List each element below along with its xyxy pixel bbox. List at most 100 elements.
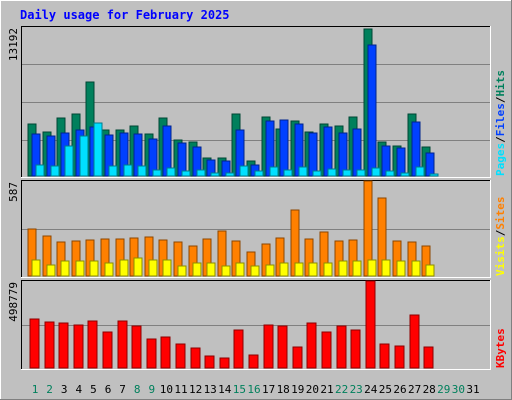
panel-kbytes-bar-kbytes-day-10 — [160, 336, 171, 369]
panel-hits-files-pages-bar-pages-day-9 — [152, 169, 162, 177]
panel-kbytes-bar-kbytes-day-14 — [219, 357, 230, 369]
panel-kbytes-y-max-label: 498779 — [7, 282, 20, 322]
panel-hits-files-pages-bar-pages-day-6 — [108, 165, 118, 177]
panel-hits-files-pages-bar-pages-day-21 — [327, 168, 337, 177]
panel-sites-visits-bar-visits-day-25 — [381, 259, 391, 277]
panel-hits-files-pages-legend-separator: / — [494, 136, 507, 143]
panel-hits-files-pages-bar-pages-day-7 — [123, 164, 133, 177]
panel-hits-files-pages-legend-separator: / — [494, 96, 507, 103]
panel-kbytes-bar-kbytes-day-3 — [58, 322, 69, 369]
day-label-13: 13 — [204, 383, 217, 396]
panel-sites-visits-bar-visits-day-10 — [162, 259, 172, 277]
panel-sites-visits-bar-visits-day-13 — [206, 262, 216, 277]
panel-kbytes-bar-kbytes-day-2 — [44, 321, 55, 369]
x-axis-day-labels: 1 2 3 4 5 6 7 8 9 10 11 12 13 14 15 16 17 18 19 20 21 22 23 24 2… — [32, 383, 480, 396]
panel-hits-files-pages-y-max-label: 13192 — [7, 28, 20, 61]
day-label-21: 21 — [320, 383, 333, 396]
panel-sites-visits-legend: Visits/Sites — [494, 197, 507, 277]
panel-hits-files-pages-bar-files-day-26 — [396, 147, 406, 177]
panel-hits-files-pages-legend-pages: Pages — [494, 143, 507, 176]
panel-hits-files-pages-legend: Pages/Files/Hits — [494, 70, 507, 176]
panel-sites-visits-bar-visits-day-22 — [338, 260, 348, 277]
panel-sites-visits-bar-visits-day-20 — [308, 262, 318, 277]
day-label-29: 29 — [437, 383, 450, 396]
panel-sites-visits-bar-visits-day-27 — [411, 260, 421, 277]
panel-kbytes-bar-kbytes-day-7 — [117, 320, 128, 369]
panel-sites-visits-bar-visits-day-21 — [323, 262, 333, 277]
day-label-5: 5 — [90, 383, 97, 396]
day-label-26: 26 — [393, 383, 406, 396]
panel-kbytes-bar-kbytes-day-28 — [423, 346, 434, 369]
panel-hits-files-pages-bar-pages-day-16 — [254, 170, 264, 177]
panel-sites-visits-bar-visits-day-15 — [235, 262, 245, 277]
panel-hits-files-pages-bar-pages-day-28 — [429, 173, 439, 177]
panel-sites-visits-bar-visits-day-17 — [265, 264, 275, 277]
panel-kbytes-legend-kbytes: KBytes — [494, 328, 507, 368]
day-label-6: 6 — [105, 383, 112, 396]
day-label-2: 2 — [46, 383, 53, 396]
panel-sites-visits-y-max-label: 587 — [7, 182, 20, 202]
panel-sites-visits-bar-visits-day-3 — [60, 260, 70, 277]
panel-kbytes-bar-kbytes-day-25 — [379, 343, 390, 369]
panel-hits-files-pages-legend-text: Pages/Files/Hits — [494, 70, 507, 176]
chart-title: Daily usage for February 2025 — [20, 8, 230, 22]
panel-hits-files-pages-bar-pages-day-25 — [385, 170, 395, 177]
day-label-4: 4 — [75, 383, 82, 396]
panel-sites-visits-bar-visits-day-1 — [31, 259, 41, 277]
panel-sites-visits-bar-visits-day-11 — [177, 265, 187, 277]
panel-hits-files-pages-bar-pages-day-3 — [64, 145, 74, 177]
panel-sites-visits-bar-visits-day-9 — [148, 259, 158, 277]
panel-sites-visits-legend-visits: Visits — [494, 236, 507, 276]
panel-kbytes-bar-kbytes-day-22 — [336, 325, 347, 369]
panel-kbytes-bar-kbytes-day-1 — [29, 318, 40, 369]
panel-kbytes-bar-kbytes-day-9 — [146, 338, 157, 369]
day-label-27: 27 — [408, 383, 421, 396]
panel-sites-visits-bar-visits-day-26 — [396, 260, 406, 277]
panel-hits-files-pages-bar-files-day-24 — [367, 44, 377, 177]
panel-kbytes-bar-kbytes-day-26 — [394, 345, 405, 369]
panel-sites-visits-bar-visits-day-6 — [104, 262, 114, 277]
panel-hits-files-pages-bar-pages-day-27 — [415, 166, 425, 177]
panel-sites-visits-bar-visits-day-23 — [352, 260, 362, 277]
day-label-1: 1 — [32, 383, 39, 396]
panel-hits-files-pages-bar-pages-day-10 — [166, 167, 176, 177]
panel-sites-visits-bar-visits-day-28 — [425, 264, 435, 277]
day-label-28: 28 — [423, 383, 436, 396]
day-label-20: 20 — [306, 383, 319, 396]
day-label-11: 11 — [174, 383, 187, 396]
panel-sites-visits-bar-visits-day-19 — [294, 262, 304, 277]
day-label-22: 22 — [335, 383, 348, 396]
panel-kbytes-bar-kbytes-day-6 — [102, 331, 113, 369]
day-label-18: 18 — [277, 383, 290, 396]
panel-kbytes-bar-kbytes-day-20 — [306, 322, 317, 369]
panel-sites-visits-bar-visits-day-5 — [89, 260, 99, 277]
panel-hits-files-pages-bar-files-day-23 — [352, 128, 362, 177]
panel-hits-files-pages-bar-pages-day-24 — [371, 167, 381, 177]
panel-hits-files-pages-bar-pages-day-23 — [356, 169, 366, 177]
panel-hits-files-pages-bar-pages-day-2 — [50, 165, 60, 177]
panel-hits-files-pages-bar-files-day-18 — [279, 119, 289, 177]
panel-hits-files-pages-legend-files: Files — [494, 103, 507, 136]
day-label-23: 23 — [350, 383, 363, 396]
panel-sites-visits-legend-sites: Sites — [494, 197, 507, 230]
day-label-7: 7 — [119, 383, 126, 396]
panel-hits-files-pages-bar-pages-day-13 — [210, 172, 220, 177]
panel-sites-visits-legend-text: Visits/Sites — [494, 197, 507, 277]
panel-kbytes-bar-kbytes-day-5 — [87, 320, 98, 369]
panel-hits-files-pages-bar-pages-day-4 — [79, 135, 89, 177]
day-label-12: 12 — [189, 383, 202, 396]
panel-kbytes-bar-kbytes-day-16 — [248, 354, 259, 369]
panel-kbytes-bar-kbytes-day-17 — [263, 324, 274, 369]
day-label-19: 19 — [291, 383, 304, 396]
panel-hits-files-pages-bar-pages-day-22 — [342, 169, 352, 177]
panel-kbytes-bar-kbytes-day-24 — [365, 280, 376, 369]
panel-kbytes-bar-kbytes-day-13 — [204, 355, 215, 369]
day-label-24: 24 — [364, 383, 378, 396]
day-label-31: 31 — [466, 383, 479, 396]
panel-kbytes-bar-kbytes-day-18 — [277, 325, 288, 369]
panel-hits-files-pages-bar-pages-day-14 — [225, 172, 235, 177]
panel-sites-visits-bar-visits-day-14 — [221, 265, 231, 277]
panel-sites-visits-bar-visits-day-7 — [119, 259, 129, 277]
panel-hits-files-pages-bar-pages-day-17 — [269, 166, 279, 177]
